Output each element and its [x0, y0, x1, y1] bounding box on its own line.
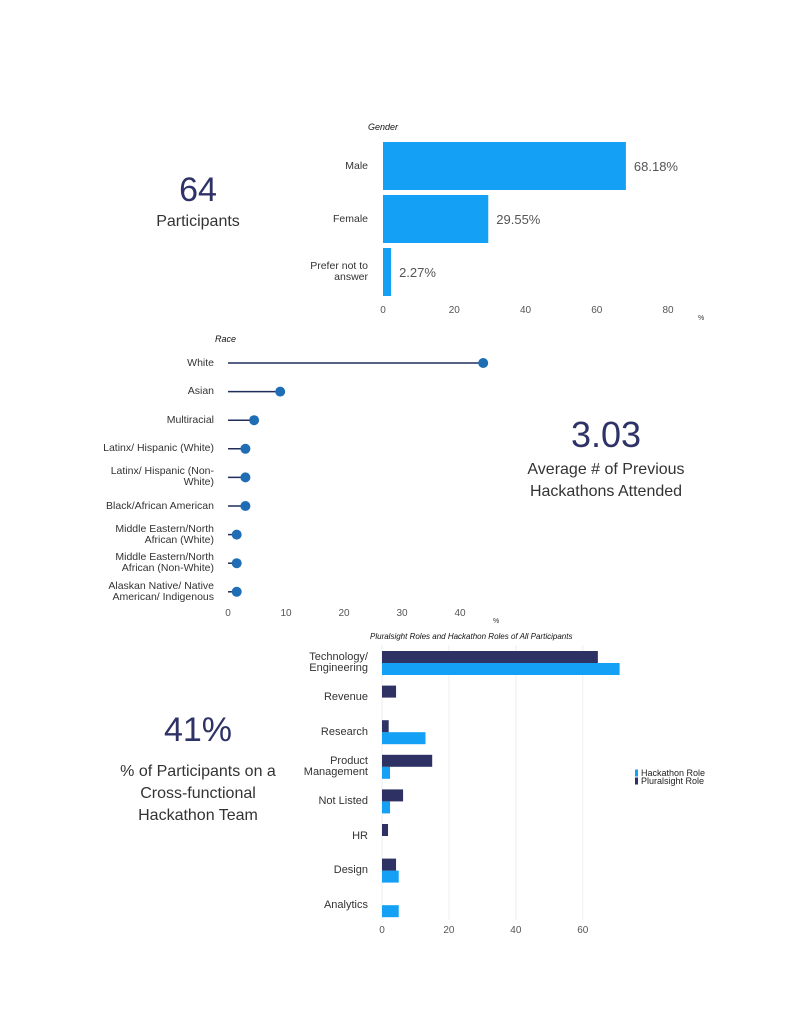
- x-tick-label: 10: [280, 607, 292, 619]
- category-label: Asian: [187, 385, 214, 398]
- bar: [382, 754, 433, 767]
- category-label: HR: [352, 829, 368, 842]
- bar: [383, 195, 489, 243]
- legend-label: Pluralsight Role: [641, 775, 705, 786]
- x-tick-label: 0: [379, 924, 385, 936]
- bar: [382, 685, 397, 698]
- x-tick-label: 60: [577, 924, 589, 936]
- bar: [382, 870, 399, 883]
- value-label: 2.27%: [399, 264, 436, 280]
- x-tick-label: 20: [338, 607, 350, 619]
- bar: [382, 766, 391, 779]
- bar: [382, 789, 404, 802]
- legend-label: Hackathon Role: [641, 767, 706, 778]
- bar: [382, 720, 389, 733]
- stat-label: Participants: [156, 213, 240, 230]
- x-tick-label: 20: [443, 924, 455, 936]
- category-label: Analytics: [323, 898, 368, 911]
- x-tick-label: 20: [448, 304, 460, 316]
- category-label: Not Listed: [318, 794, 368, 807]
- bar: [382, 663, 620, 675]
- category-label: Latinx/ Hispanic (White): [103, 442, 214, 455]
- category-label: Product Management: [303, 754, 368, 778]
- x-tick-label: 60: [591, 304, 603, 316]
- category-label: Design: [333, 864, 368, 877]
- lollipop-dot: [231, 558, 242, 569]
- value-label: 29.55%: [496, 211, 541, 227]
- lollipop-dot: [478, 358, 489, 368]
- x-tick-label: 80: [662, 304, 674, 316]
- x-tick-label: 40: [454, 607, 466, 619]
- category-label: Multiracial: [166, 413, 214, 426]
- stat-value: 64: [179, 171, 217, 209]
- x-tick-label: 30: [396, 607, 408, 619]
- lollipop-dot: [240, 501, 251, 511]
- x-tick-label: 40: [510, 924, 522, 936]
- stat-value: 41%: [163, 711, 233, 749]
- x-tick-label: 0: [225, 607, 231, 619]
- bar: [382, 824, 389, 836]
- bar: [383, 142, 626, 190]
- stat-value: 3.03: [570, 414, 642, 455]
- chart-title: Race: [215, 333, 237, 344]
- chart-title: Pluralsight Roles and Hackathon Roles of…: [370, 631, 573, 641]
- category-label: Prefer not to answer: [310, 260, 368, 283]
- bar: [382, 858, 397, 871]
- bar: [382, 732, 426, 745]
- bar: [382, 651, 598, 663]
- chart-title: Gender: [368, 121, 399, 132]
- legend-swatch: [635, 777, 638, 785]
- value-label: 68.18%: [633, 158, 678, 174]
- category-label: Female: [332, 212, 368, 225]
- category-label: Research: [320, 725, 368, 738]
- category-label: Technology/ Engineering: [309, 651, 368, 674]
- lollipop-dot: [240, 472, 251, 483]
- lollipop-dot: [249, 415, 260, 426]
- lollipop-dot: [240, 443, 251, 454]
- axis-unit: %: [698, 314, 705, 322]
- category-label: Male: [345, 159, 368, 172]
- legend-swatch: [635, 769, 638, 777]
- bar: [382, 801, 391, 814]
- category-label: Alaskan Native/ Native American/ Indigen…: [108, 579, 214, 603]
- bar: [382, 905, 399, 918]
- category-label: Revenue: [323, 691, 368, 704]
- x-tick-label: 40: [519, 304, 532, 316]
- category-label: Latinx/ Hispanic (Non-White): [110, 465, 214, 489]
- lollipop-dot: [231, 529, 242, 540]
- lollipop-dot: [231, 586, 242, 597]
- lollipop-dot: [275, 386, 286, 397]
- bar: [383, 248, 392, 296]
- category-label: Black/African American: [106, 499, 214, 512]
- category-label: Middle Eastern/North African (Non-White): [115, 551, 214, 575]
- category-label: Middle Eastern/North African (White): [115, 522, 214, 546]
- stat-label: % of Participants on a Cross-functional …: [120, 763, 276, 824]
- category-label: White: [187, 356, 214, 369]
- stat-label: Average # of Previous Hackathons Attende…: [527, 461, 685, 500]
- axis-unit: %: [493, 617, 500, 625]
- x-tick-label: 0: [380, 304, 386, 316]
